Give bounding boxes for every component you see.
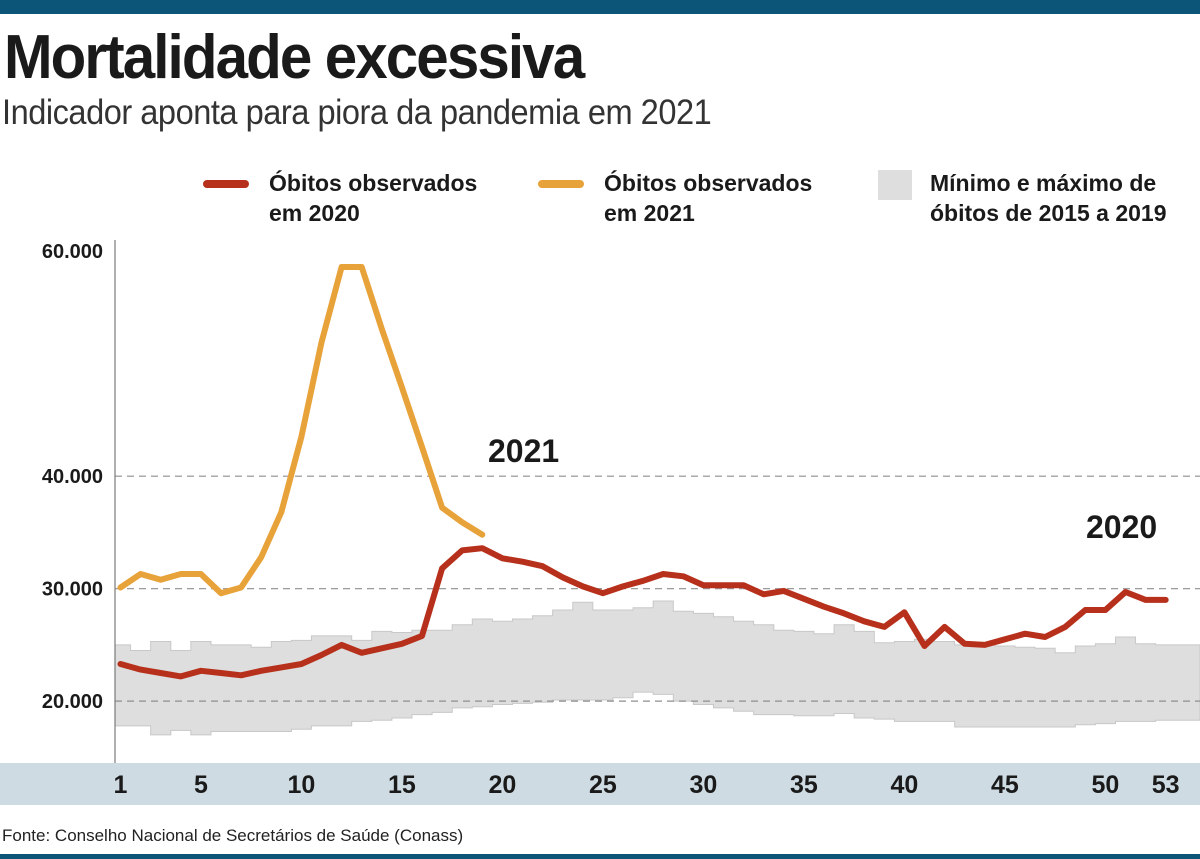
legend-label-2020: Óbitos observados em 2020 (269, 170, 478, 226)
y-tick-label: 60.000 (42, 241, 103, 263)
x-tick-label: 1 (114, 771, 128, 799)
x-tick-label: 40 (890, 771, 918, 799)
legend-label-range: Mínimo e máximo de óbitos de 2015 a 2019 (930, 170, 1167, 226)
y-tick-label: 20.000 (42, 691, 103, 713)
legend-swatch-range (878, 170, 912, 200)
x-tick-label: 20 (488, 771, 516, 799)
band-min-max-2015-2019 (114, 600, 1200, 736)
chart-subtitle: Indicador aponta para piora da pandemia … (2, 93, 712, 132)
x-tick-label: 30 (689, 771, 717, 799)
series-label-2021: 2021 (488, 433, 559, 469)
x-axis-strip (0, 763, 1200, 805)
x-tick-label: 10 (287, 771, 315, 799)
source-note: Fonte: Conselho Nacional de Secretários … (2, 826, 464, 845)
x-tick-label: 25 (589, 771, 617, 799)
x-tick-label: 45 (991, 771, 1019, 799)
legend-swatch-2021 (538, 180, 584, 188)
top-bar (0, 0, 1200, 14)
bottom-bar (0, 854, 1200, 859)
legend-label-2021: Óbitos observados em 2021 (604, 170, 813, 226)
legend-item-2021: Óbitos observados em 2021 (538, 168, 812, 228)
chart-title: Mortalidade excessiva (4, 23, 585, 92)
legend-swatch-2020 (203, 180, 249, 188)
series-line-2020 (117, 545, 1169, 680)
x-tick-label: 53 (1152, 771, 1180, 799)
x-tick-label: 50 (1091, 771, 1119, 799)
y-tick-label: 30.000 (42, 579, 103, 601)
x-tick-label: 15 (388, 771, 416, 799)
y-tick-label: 40.000 (42, 466, 103, 488)
series-line-2021 (117, 264, 486, 597)
legend-item-2020: Óbitos observados em 2020 (203, 168, 477, 228)
series-label-2020: 2020 (1086, 509, 1157, 545)
x-tick-label: 5 (194, 771, 208, 799)
x-tick-label: 35 (790, 771, 818, 799)
legend-item-range: Mínimo e máximo de óbitos de 2015 a 2019 (878, 168, 1167, 228)
